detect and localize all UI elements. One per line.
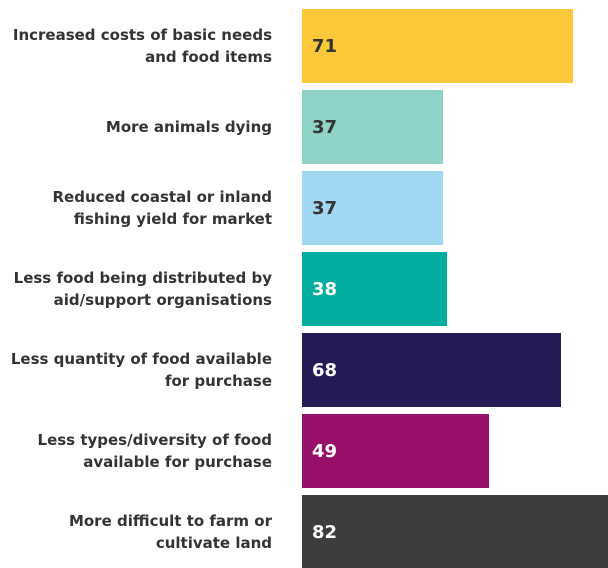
- value-label: 71: [312, 35, 338, 57]
- category-label: More animals dying: [105, 118, 272, 136]
- value-label: 49: [312, 440, 338, 462]
- category-label: Increased costs of basic needs and food …: [12, 26, 272, 66]
- category-label: Less quantity of food available for purc…: [10, 350, 272, 390]
- bar: [302, 414, 489, 488]
- category-label: More difficult to farm or cultivate land: [68, 512, 272, 552]
- category-label: Less types/diversity of food available f…: [37, 431, 272, 471]
- value-label: 37: [312, 197, 338, 219]
- bar: [302, 495, 608, 568]
- value-label: 37: [312, 116, 338, 138]
- bar: [302, 252, 447, 326]
- value-label: 38: [312, 278, 338, 300]
- bar: [302, 171, 443, 245]
- category-label: Reduced coastal or inland fishing yield …: [52, 188, 273, 228]
- value-label: 68: [312, 359, 338, 381]
- bar: [302, 333, 562, 407]
- value-label: 82: [312, 521, 338, 543]
- bar: [302, 9, 573, 83]
- category-label: Less food being distributed by aid/suppo…: [13, 269, 272, 309]
- bar: [302, 90, 443, 164]
